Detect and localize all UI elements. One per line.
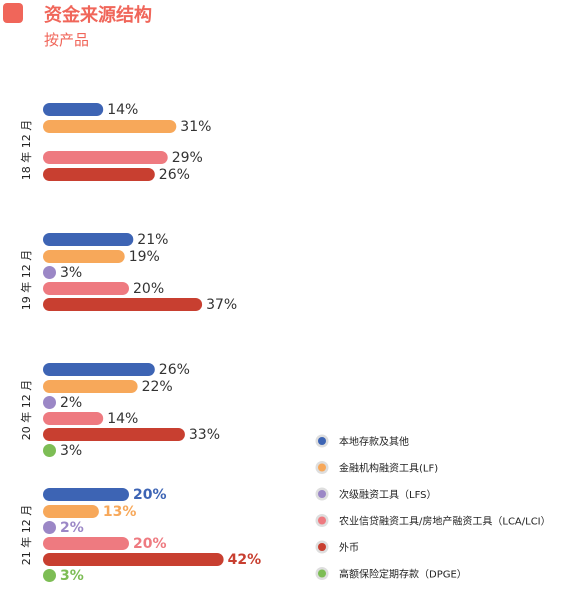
legend-item-label: 外币 [339,542,359,554]
data-label: 26% [159,167,190,183]
data-label: 19% [129,249,160,265]
bar-5 [43,298,203,311]
legend-item-label: 次级融资工具（LFS） [339,488,437,501]
data-label: 20% [133,487,167,503]
chart-subtitle: 按产品 [44,31,90,49]
data-label: 3% [60,265,82,281]
bar-6 [43,569,56,582]
data-label: 22% [142,379,173,395]
legend-marker [318,437,326,445]
data-label: 29% [172,150,203,166]
data-label: 3% [60,568,84,584]
legend-marker [318,490,326,498]
bar-2 [43,505,99,518]
legend-marker [318,516,326,525]
data-label: 2% [60,520,84,536]
legend-marker [318,463,326,472]
bar-5 [43,168,155,181]
data-label: 31% [180,119,211,135]
period-label: 20 年 12 月 [19,380,33,440]
chart-title: 资金来源结构 [44,5,152,26]
data-label: 20% [133,281,164,297]
data-label: 14% [107,411,138,427]
bar-1 [43,488,129,501]
data-label: 14% [107,102,138,118]
data-label: 26% [159,362,190,378]
bar-1 [43,103,104,116]
bar-1 [43,363,155,376]
bar-3 [43,521,56,534]
bar-4 [43,282,129,295]
legend-marker [318,543,326,551]
bar-5 [43,428,185,441]
data-label: 42% [228,552,262,568]
bar-2 [43,250,125,263]
data-label: 21% [137,232,168,248]
data-label: 3% [60,443,82,459]
data-label: 2% [60,395,82,411]
bar-4 [43,412,104,425]
bar-2 [43,120,177,133]
data-label: 33% [189,427,220,443]
bar-3 [43,396,56,409]
legend-item-label: 高额保险定期存款（DPGE） [339,568,467,581]
legend-item-label: 农业信贷融资工具/房地产融资工具（LCA/LCI） [339,515,551,528]
period-label: 21 年 12 月 [19,505,33,565]
bar-5 [43,553,224,566]
bar-3 [43,266,56,279]
bar-6 [43,444,56,457]
period-label: 19 年 12 月 [19,250,33,310]
legend-marker [318,569,326,578]
period-label: 18 年 12 月 [19,120,33,180]
bar-4 [43,537,129,550]
data-label: 20% [133,536,167,552]
legend-item-label: 本地存款及其他 [339,435,409,448]
bar-2 [43,380,138,393]
legend-item-label: 金融机构融资工具(LF) [339,462,438,475]
bar-1 [43,233,134,246]
data-label: 13% [103,504,137,520]
bar-4 [43,151,168,164]
title-accent-square [3,3,23,23]
data-label: 37% [206,297,237,313]
